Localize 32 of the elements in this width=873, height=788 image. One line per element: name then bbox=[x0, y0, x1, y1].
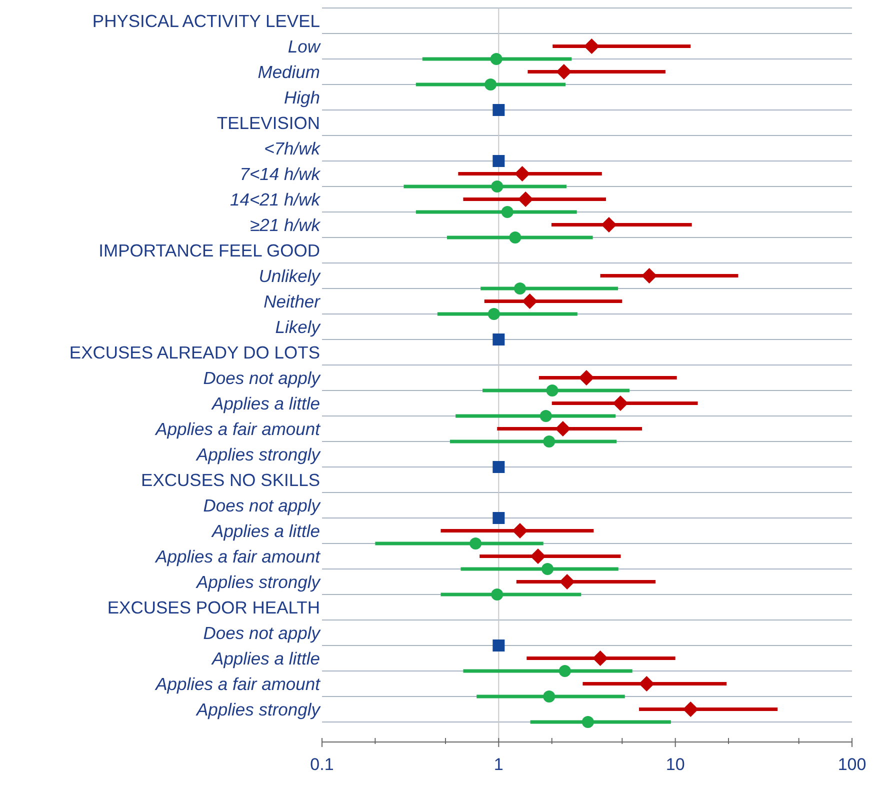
y-tick-label: Applies strongly bbox=[195, 572, 322, 592]
y-tick-label: EXCUSES NO SKILLS bbox=[141, 470, 320, 490]
y-tick-label: Does not apply bbox=[203, 622, 322, 643]
y-tick-label: ≥21 h/wk bbox=[250, 214, 322, 235]
x-tick-label: 10 bbox=[666, 755, 685, 774]
y-tick-label: PHYSICAL ACTIVITY LEVEL bbox=[92, 10, 320, 31]
y-tick-label: Applies a fair amount bbox=[154, 546, 322, 566]
y-tick-label: Unlikely bbox=[258, 266, 322, 286]
y-tick-label: TELEVISION bbox=[216, 112, 320, 133]
x-tick-label: 100 bbox=[838, 755, 866, 774]
y-tick-label: Likely bbox=[275, 316, 322, 337]
y-tick-label: Applies a little bbox=[211, 648, 320, 668]
x-tick-label: 0.1 bbox=[310, 755, 334, 774]
y-tick-label: Applies strongly bbox=[195, 699, 322, 720]
y-tick-label: Applies a little bbox=[211, 520, 320, 541]
y-tick-label: High bbox=[284, 87, 320, 108]
y-tick-label: Neither bbox=[264, 291, 322, 312]
y-tick-label: <7h/wk bbox=[264, 138, 322, 158]
x-tick-label: 1 bbox=[494, 755, 504, 774]
y-tick-label: IMPORTANCE FEEL GOOD bbox=[98, 240, 320, 260]
y-tick-label: Applies a little bbox=[211, 393, 320, 414]
y-tick-label: 7<14 h/wk bbox=[240, 164, 322, 184]
y-tick-label: Does not apply bbox=[203, 368, 322, 388]
y-tick-label: Applies strongly bbox=[195, 444, 322, 464]
y-tick-label: Applies a fair amount bbox=[154, 418, 322, 439]
y-tick-label: EXCUSES ALREADY DO LOTS bbox=[69, 342, 320, 362]
y-tick-label: Does not apply bbox=[203, 495, 322, 516]
y-tick-label: Low bbox=[288, 36, 322, 56]
y-tick-label: Applies a fair amount bbox=[154, 674, 322, 694]
y-tick-label: Medium bbox=[258, 62, 320, 82]
y-tick-label: 14<21 h/wk bbox=[230, 189, 322, 210]
y-tick-label: EXCUSES POOR HEALTH bbox=[107, 597, 320, 618]
